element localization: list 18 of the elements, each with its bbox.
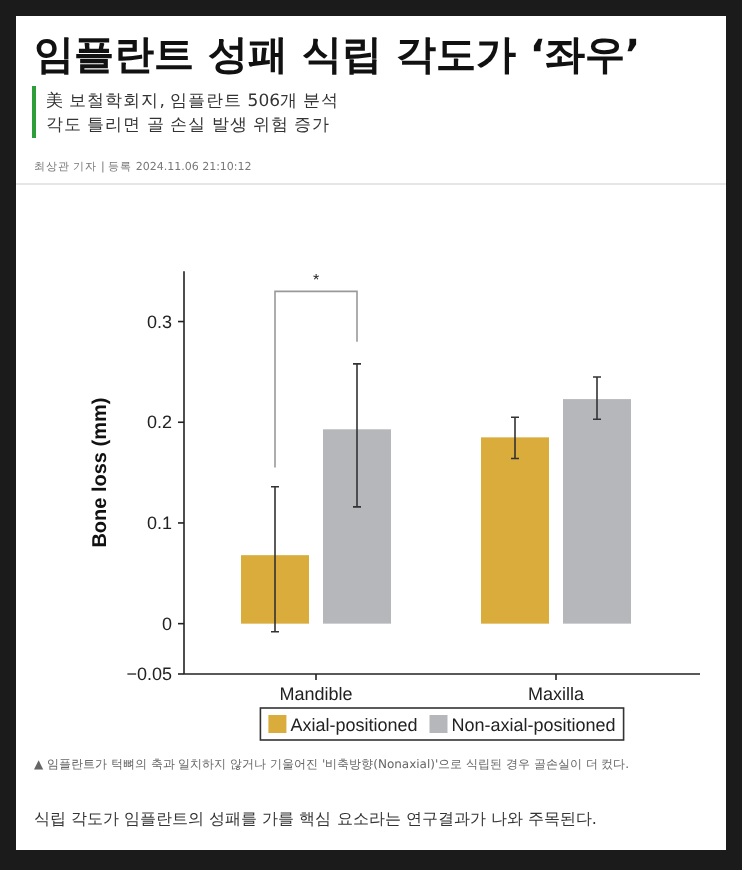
y-tick-label: 0.1 xyxy=(146,512,172,533)
annotation: * xyxy=(312,271,320,290)
text: 식립 각도가 임플란트의 성패를 가를 핵심 요소라는 연구결과가 나와 주목된다. xyxy=(34,810,597,828)
bar xyxy=(563,399,631,624)
chart-title: 임플란트 성패 식립 각도가 ‘좌우’ xyxy=(34,30,641,78)
bar xyxy=(481,437,549,624)
y-tick-label: 0 xyxy=(161,613,172,634)
y-tick-label: 0.2 xyxy=(146,412,172,433)
legend-label: Non-axial-positioned xyxy=(451,715,616,735)
y-axis-title: Bone loss (mm) xyxy=(90,397,112,548)
x-tick-label: Mandible xyxy=(279,684,353,704)
y-tick-label: −0.05 xyxy=(126,664,172,684)
legend-label: Axial-positioned xyxy=(290,715,418,735)
y-tick-label: 0.3 xyxy=(146,311,172,332)
bar xyxy=(323,429,391,624)
bar xyxy=(241,555,309,624)
x-tick-label: Maxilla xyxy=(527,684,585,704)
chart-subtitle: 美 보철학회지, 임플란트 506개 분석 각도 틀리면 골 손실 발생 위험 증가 xyxy=(46,90,340,136)
